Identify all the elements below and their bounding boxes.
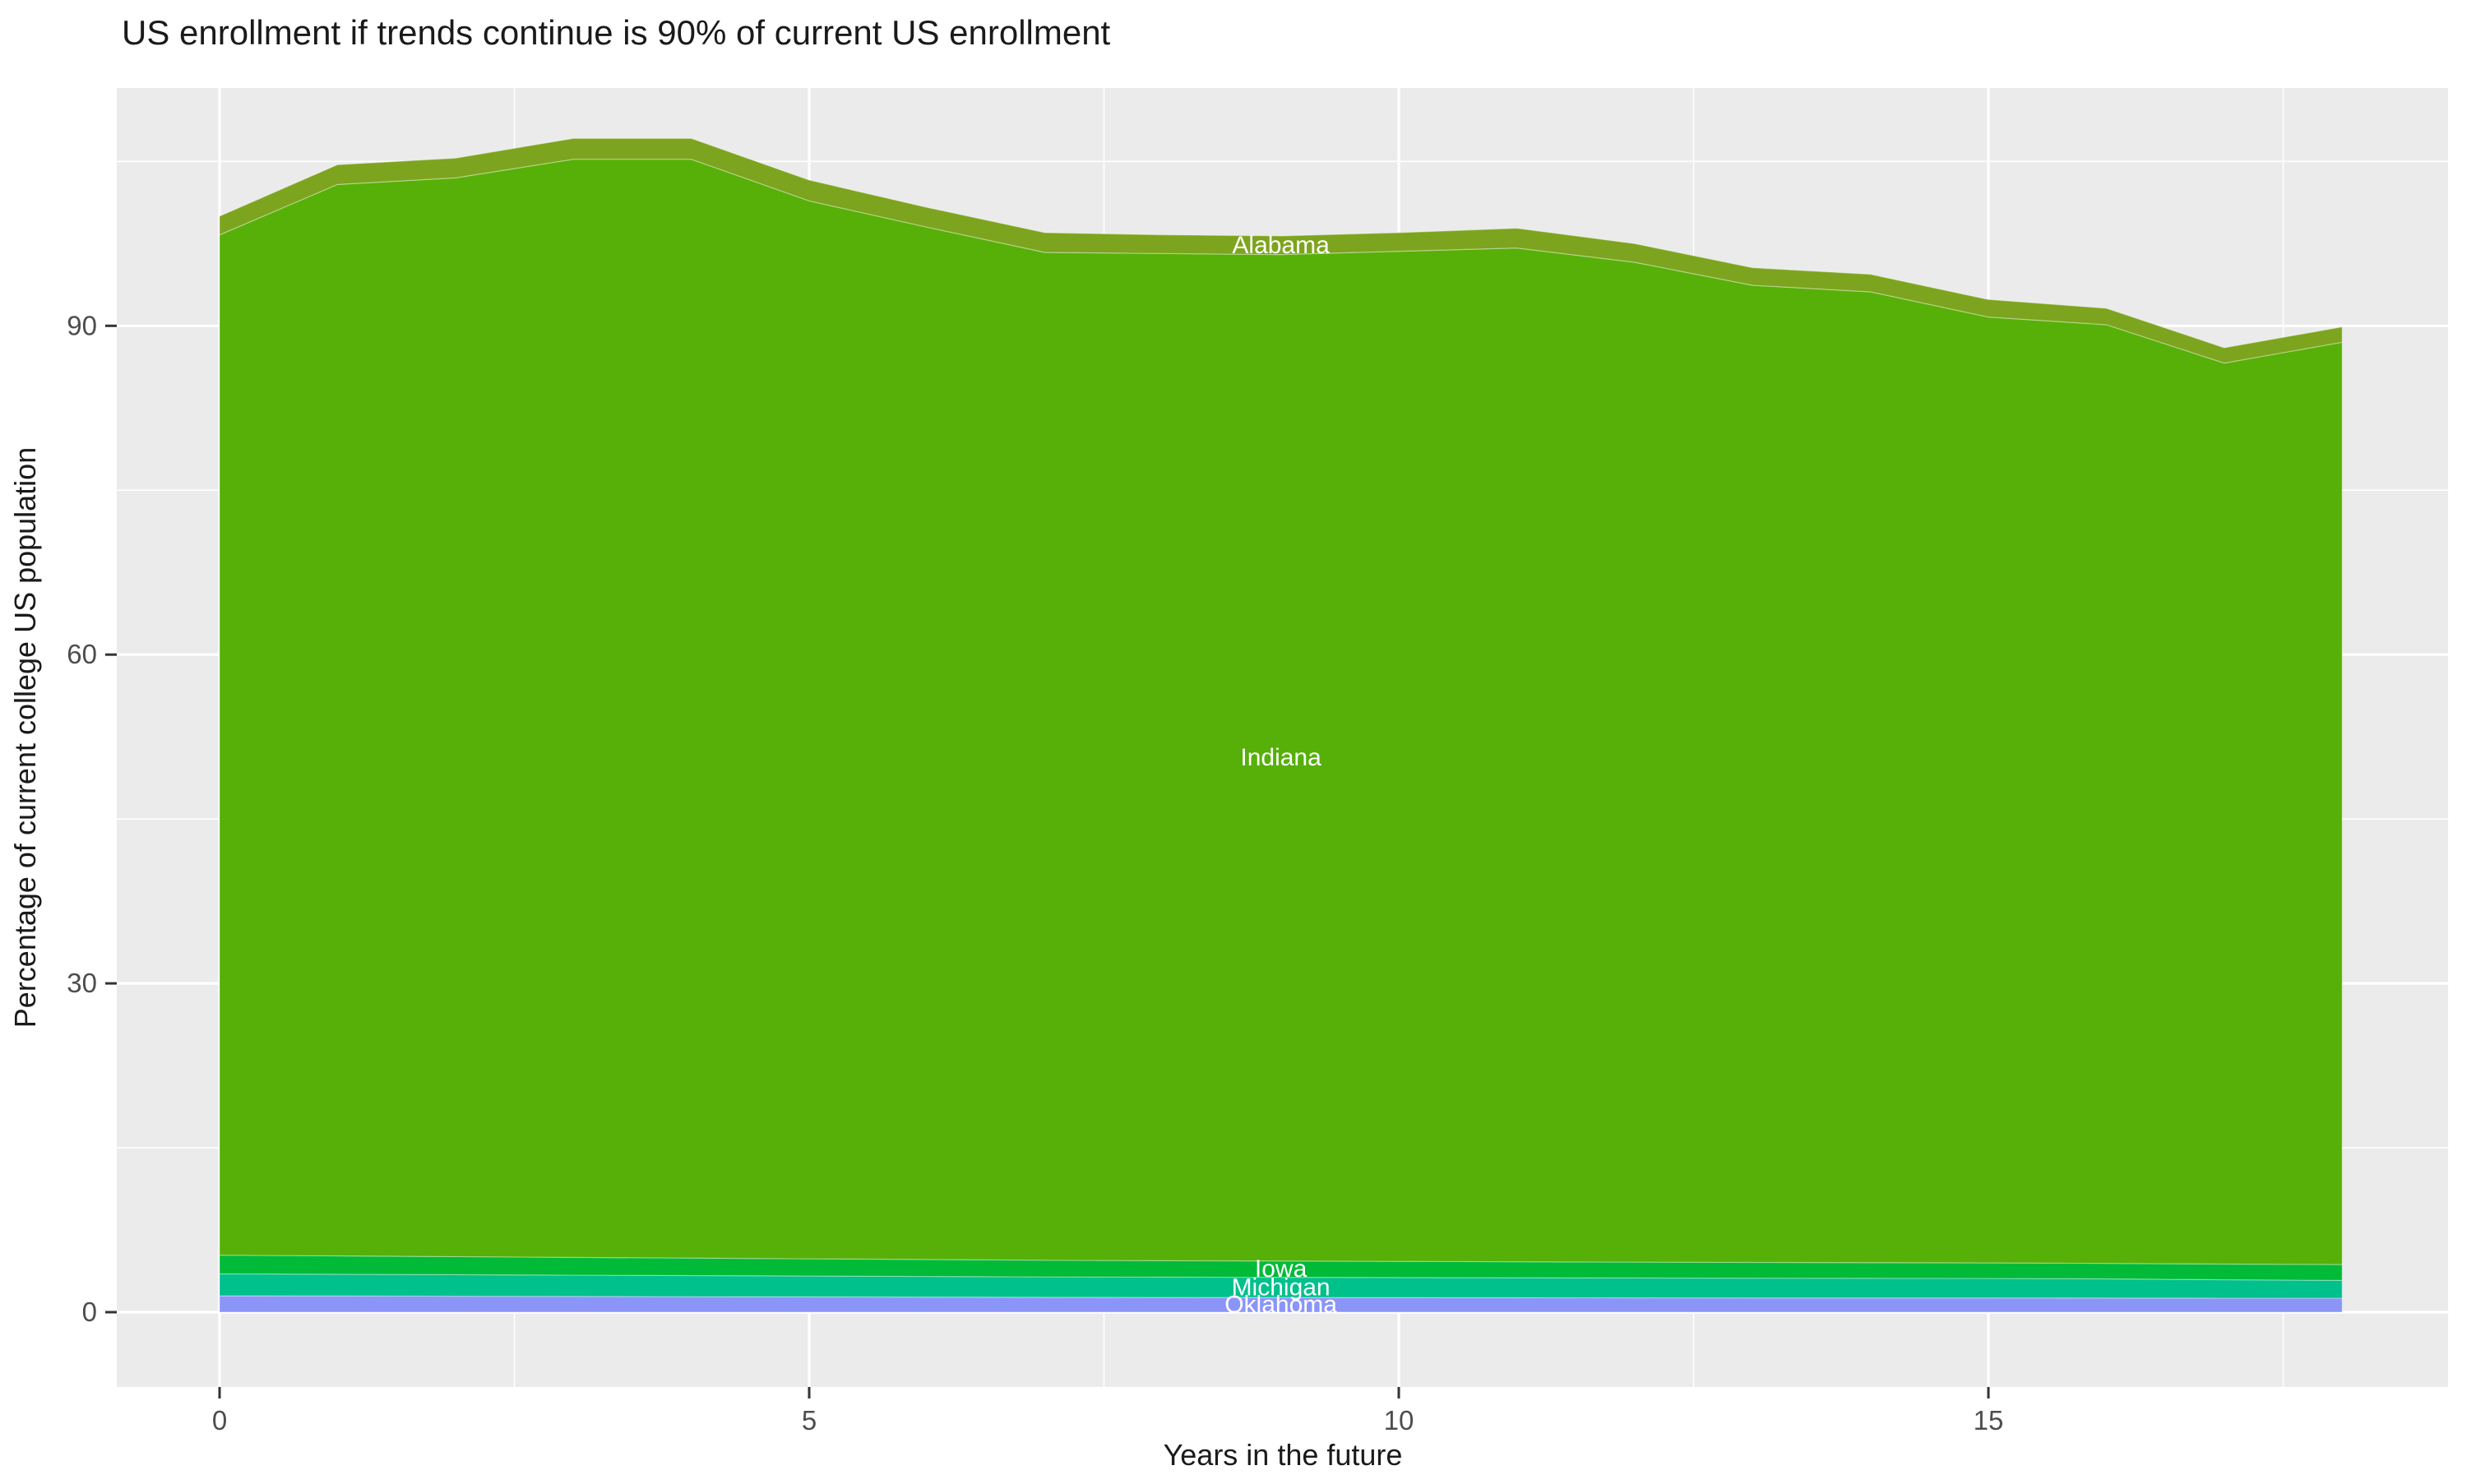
chart-title: US enrollment if trends continue is 90% … [122, 13, 1111, 52]
y-tick-label: 60 [67, 639, 97, 669]
axis-tick-layer: 0 5 10 15 0 30 60 90 [67, 310, 2003, 1435]
area-label-iowa: Iowa [1255, 1255, 1308, 1283]
y-tick-label: 90 [67, 310, 97, 340]
x-tick-label: 10 [1384, 1405, 1414, 1435]
x-axis-title: Years in the future [1164, 1438, 1403, 1472]
y-axis-title: Percentage of current college US populat… [8, 447, 42, 1028]
x-tick-label: 0 [212, 1405, 227, 1435]
area-label-indiana: Indiana [1240, 744, 1321, 771]
area-label-oklahoma: Oklahoma [1224, 1292, 1337, 1319]
area-alabama [219, 137, 2343, 364]
x-tick-label: 5 [802, 1405, 817, 1435]
area-label-alabama: Alabama [1232, 232, 1330, 259]
y-tick-label: 0 [82, 1297, 97, 1327]
x-tick-label: 15 [1974, 1405, 2004, 1435]
y-tick-label: 30 [67, 968, 97, 998]
area-indiana [219, 159, 2343, 1265]
area-label-michigan: Michigan [1232, 1274, 1331, 1301]
stacked-area-layer [219, 137, 2343, 1313]
